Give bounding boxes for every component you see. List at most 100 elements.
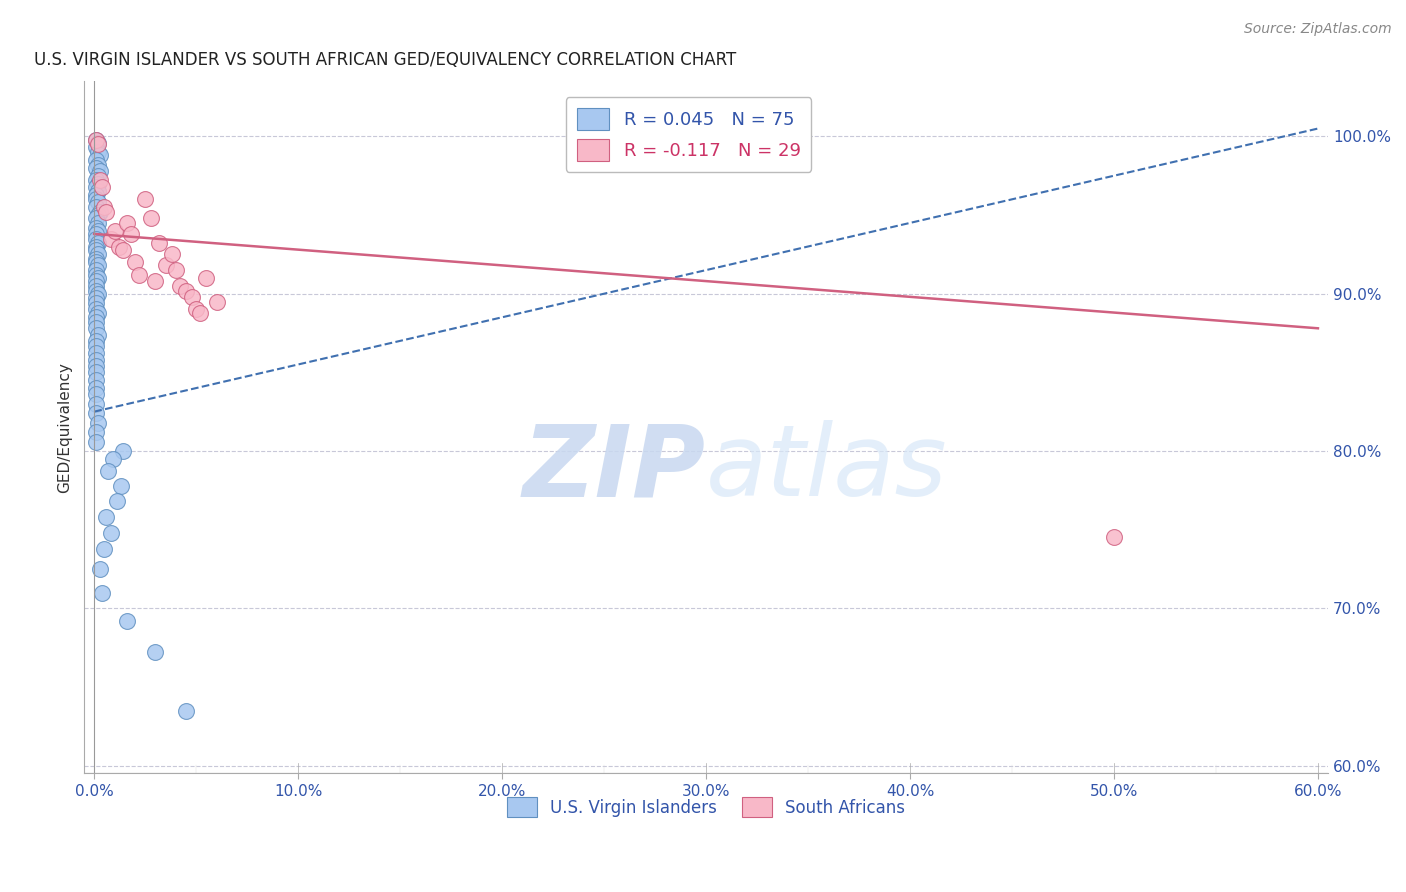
Point bbox=[84, 252, 107, 266]
Point bbox=[100, 525, 122, 540]
Point bbox=[87, 185, 110, 199]
Point bbox=[84, 187, 107, 202]
Point bbox=[87, 145, 110, 160]
Point bbox=[186, 302, 208, 317]
Point bbox=[87, 195, 110, 210]
Point bbox=[120, 227, 142, 241]
Y-axis label: GED/Equivalency: GED/Equivalency bbox=[58, 362, 72, 492]
Point bbox=[84, 434, 107, 449]
Point bbox=[84, 321, 107, 335]
Point bbox=[87, 169, 110, 183]
Point bbox=[195, 271, 218, 285]
Text: ZIP: ZIP bbox=[523, 420, 706, 517]
Point bbox=[84, 153, 107, 167]
Point bbox=[111, 243, 134, 257]
Point bbox=[96, 205, 118, 219]
Point bbox=[93, 200, 115, 214]
Point bbox=[87, 224, 110, 238]
Point bbox=[84, 173, 107, 187]
Point bbox=[188, 305, 211, 319]
Point bbox=[84, 296, 107, 310]
Point bbox=[87, 158, 110, 172]
Point bbox=[84, 334, 107, 348]
Point bbox=[87, 177, 110, 191]
Point bbox=[105, 494, 128, 508]
Point bbox=[84, 310, 107, 325]
Point bbox=[87, 305, 110, 319]
Point bbox=[84, 140, 107, 154]
Point bbox=[115, 216, 138, 230]
Point bbox=[89, 148, 111, 162]
Point bbox=[160, 247, 183, 261]
Legend: U.S. Virgin Islanders, South Africans: U.S. Virgin Islanders, South Africans bbox=[501, 790, 912, 824]
Point bbox=[84, 255, 107, 269]
Point bbox=[84, 425, 107, 439]
Point bbox=[145, 274, 167, 288]
Point bbox=[155, 259, 177, 273]
Point bbox=[89, 173, 111, 187]
Point bbox=[84, 220, 107, 235]
Point bbox=[84, 192, 107, 206]
Point bbox=[141, 211, 163, 226]
Point bbox=[87, 136, 110, 150]
Point bbox=[84, 346, 107, 360]
Point bbox=[101, 451, 124, 466]
Point bbox=[115, 614, 138, 628]
Point bbox=[103, 224, 125, 238]
Point bbox=[148, 236, 170, 251]
Point bbox=[84, 284, 107, 298]
Point bbox=[89, 562, 111, 576]
Point bbox=[84, 211, 107, 226]
Text: U.S. VIRGIN ISLANDER VS SOUTH AFRICAN GED/EQUIVALENCY CORRELATION CHART: U.S. VIRGIN ISLANDER VS SOUTH AFRICAN GE… bbox=[34, 51, 737, 69]
Point bbox=[84, 406, 107, 420]
Point bbox=[84, 132, 107, 146]
Point bbox=[87, 247, 110, 261]
Point bbox=[84, 373, 107, 387]
Point bbox=[84, 263, 107, 277]
Point bbox=[111, 444, 134, 458]
Point bbox=[110, 478, 132, 492]
Point bbox=[87, 327, 110, 342]
Point bbox=[84, 292, 107, 306]
Point bbox=[84, 239, 107, 253]
Point bbox=[84, 315, 107, 329]
Point bbox=[87, 271, 110, 285]
Point bbox=[84, 179, 107, 194]
Point bbox=[107, 239, 129, 253]
Point bbox=[87, 416, 110, 430]
Point bbox=[174, 284, 197, 298]
Point bbox=[89, 205, 111, 219]
Point bbox=[84, 227, 107, 241]
Point bbox=[84, 243, 107, 257]
Point bbox=[87, 216, 110, 230]
Point bbox=[124, 255, 146, 269]
Point bbox=[84, 302, 107, 317]
Point bbox=[84, 161, 107, 175]
Point bbox=[84, 278, 107, 293]
Point bbox=[169, 278, 191, 293]
Point bbox=[87, 137, 110, 152]
Point bbox=[84, 359, 107, 373]
Point bbox=[87, 208, 110, 222]
Point bbox=[93, 541, 115, 556]
Point bbox=[181, 290, 204, 304]
Point bbox=[84, 352, 107, 367]
Point bbox=[84, 387, 107, 401]
Point bbox=[91, 179, 114, 194]
Point bbox=[165, 263, 187, 277]
Point bbox=[84, 268, 107, 282]
Point bbox=[84, 232, 107, 246]
Point bbox=[134, 192, 156, 206]
Point bbox=[128, 268, 150, 282]
Point bbox=[205, 294, 228, 309]
Point bbox=[87, 236, 110, 251]
Point bbox=[89, 164, 111, 178]
Point bbox=[96, 510, 118, 524]
Point bbox=[145, 645, 167, 659]
Point bbox=[84, 274, 107, 288]
Point bbox=[91, 585, 114, 599]
Point bbox=[100, 232, 122, 246]
Point bbox=[84, 397, 107, 411]
Point bbox=[84, 338, 107, 352]
Point bbox=[97, 465, 120, 479]
